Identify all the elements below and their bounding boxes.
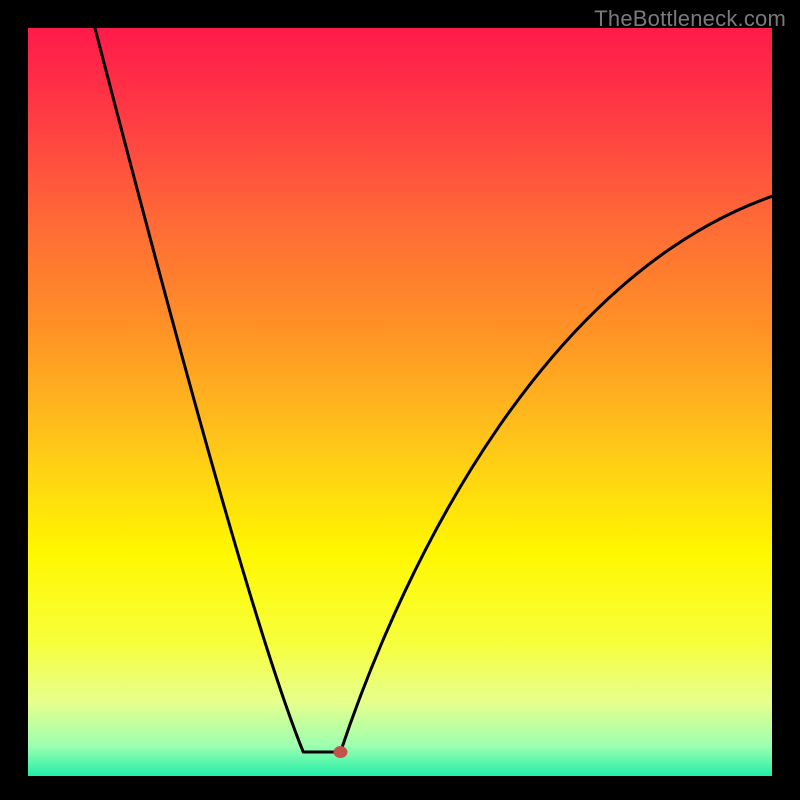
watermark-text: TheBottleneck.com bbox=[594, 6, 786, 32]
minimum-marker-dot bbox=[333, 746, 347, 758]
bottleneck-curve bbox=[28, 28, 772, 776]
plot-area bbox=[28, 28, 772, 776]
v-curve-path bbox=[95, 28, 772, 752]
